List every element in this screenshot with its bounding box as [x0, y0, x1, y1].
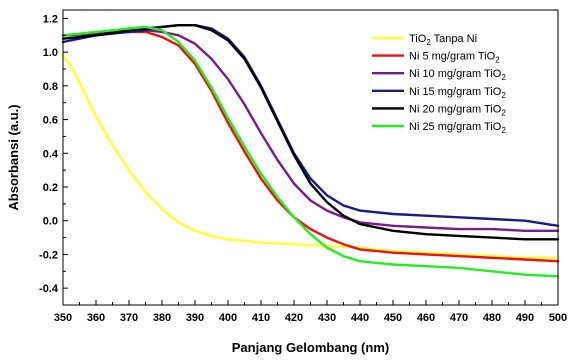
y-tick-label: 0.4 [43, 148, 59, 160]
y-tick-label: 1.0 [43, 47, 58, 59]
x-tick-label: 410 [252, 312, 270, 324]
series-line-5 [61, 24, 560, 241]
x-tick-label: 420 [285, 312, 303, 324]
y-tick-label: 0.6 [43, 115, 58, 127]
x-tick-label: 430 [318, 312, 336, 324]
x-tick-label: 380 [153, 312, 171, 324]
x-tick-label: 360 [87, 312, 105, 324]
x-tick-label: 480 [483, 312, 501, 324]
legend-label-3: Ni 10 mg/gram TiO2 [409, 68, 506, 82]
y-tick-label: 0.0 [43, 216, 58, 228]
legend-label-5: Ni 20 mg/gram TiO2 [409, 103, 506, 117]
y-tick-label: 0.8 [43, 81, 58, 93]
y-tick-label: 0.2 [43, 182, 58, 194]
series-line-2 [61, 30, 560, 263]
legend-label-2: Ni 5 mg/gram TiO2 [409, 51, 500, 65]
series-line-3 [61, 29, 560, 233]
x-axis-title: Panjang Gelombang (nm) [232, 340, 389, 355]
x-tick-label: 460 [417, 312, 435, 324]
x-tick-label: 370 [120, 312, 138, 324]
x-tick-label: 450 [384, 312, 402, 324]
axes: 350 360 370 380 390 400 410 420 430 440 450 460 470 4… [39, 13, 567, 324]
legend-label-1: TiO2 Tanpa Ni [409, 33, 477, 47]
x-tick-label: 400 [219, 312, 237, 324]
x-tick-label: 470 [450, 312, 468, 324]
series-line-1 [61, 54, 560, 259]
y-tick-label: -0.4 [39, 283, 59, 295]
x-tick-label: 490 [516, 312, 534, 324]
y-tick-label: 1.2 [43, 13, 58, 25]
y-axis-title: Absorbansi (a.u.) [6, 104, 21, 210]
plot-area [61, 24, 560, 278]
legend-label-4: Ni 15 mg/gram TiO2 [409, 86, 506, 100]
legend: TiO2 Tanpa Ni Ni 5 mg/gram TiO2 Ni 10 mg/g… [372, 33, 506, 135]
x-tick-label: 390 [186, 312, 204, 324]
y-tick-label: -0.2 [39, 249, 58, 261]
series-line-6 [61, 25, 560, 278]
x-tick-label: 500 [549, 312, 567, 324]
x-tick-label: 350 [54, 312, 72, 324]
legend-label-6: Ni 25 mg/gram TiO2 [409, 121, 506, 135]
x-tick-label: 440 [351, 312, 369, 324]
